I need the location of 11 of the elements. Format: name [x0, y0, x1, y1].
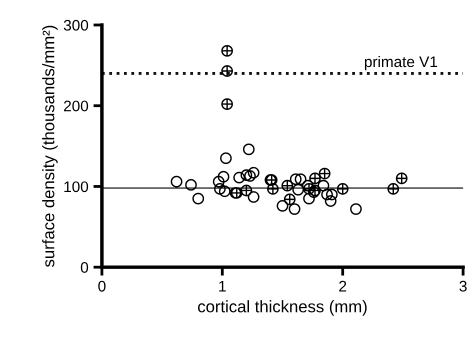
x-tick-label: 0	[98, 280, 106, 292]
y-tick-label: 100	[64, 181, 88, 192]
y-axis-title: surface density (thousands/mm²)	[42, 26, 58, 267]
x-axis-title: cortical thickness (mm)	[198, 300, 367, 316]
x-tick-label: 2	[339, 280, 346, 292]
ref-line-label: primate V1	[364, 56, 438, 70]
y-tick-label: 200	[64, 100, 88, 112]
x-tick-label: 3	[459, 280, 467, 292]
y-tick-label: 300	[64, 20, 88, 31]
y-tick-label: 0	[80, 262, 88, 273]
x-tick-label: 1	[219, 280, 226, 292]
